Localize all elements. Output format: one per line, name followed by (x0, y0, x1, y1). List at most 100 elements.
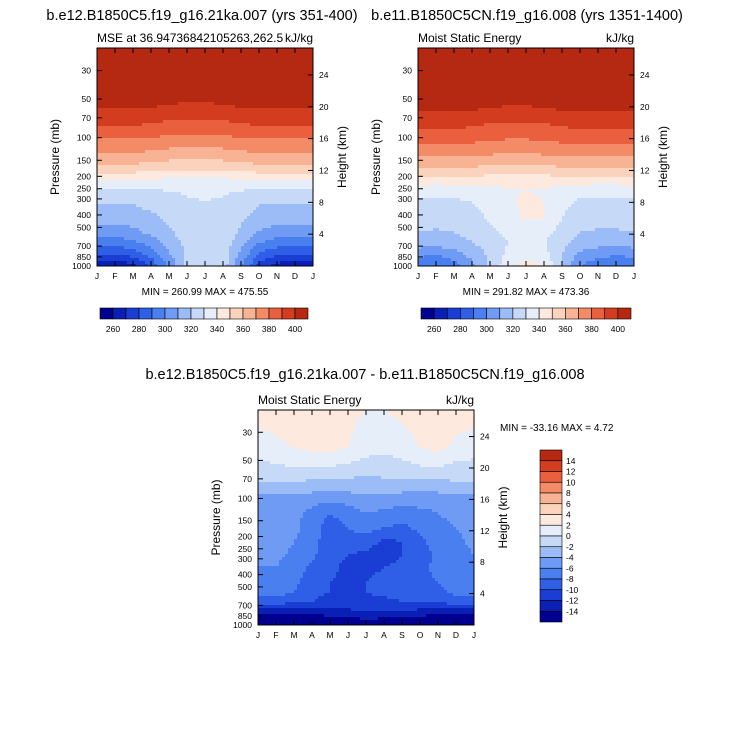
colorbar-label: 400 (611, 324, 625, 334)
contour-cell (402, 458, 472, 462)
contour-cell (244, 189, 313, 193)
contour-cell (241, 246, 254, 250)
contour-cell (339, 566, 385, 570)
colorbar-label: 10 (566, 477, 576, 487)
contour-cell (562, 258, 575, 262)
contour-cell (97, 150, 146, 154)
x-tick-label: J (185, 271, 189, 281)
contour-cell (565, 249, 584, 253)
x-tick-label: J (472, 630, 476, 640)
colorbar-swatch (138, 307, 153, 320)
contour-cell (418, 54, 634, 58)
contour-cell (136, 264, 149, 266)
contour-cell (418, 219, 488, 223)
x-tick-label: J (203, 271, 207, 281)
contour-cell (342, 521, 451, 525)
contour-cell (420, 446, 448, 450)
colorbar-label: 4 (566, 510, 571, 520)
contour-cell (418, 228, 434, 232)
contour-cell (258, 503, 319, 507)
contour-cell (631, 246, 634, 250)
contour-cell (160, 255, 173, 259)
colorbar-swatch (268, 307, 283, 320)
y-tick-label: 1000 (72, 261, 91, 271)
contour-cell (97, 129, 313, 133)
contour-cell (369, 578, 436, 582)
contour-cell (402, 545, 430, 549)
contour-cell (253, 258, 266, 262)
y-tick-label: 250 (398, 184, 412, 194)
contour-cell (462, 431, 474, 435)
contour-cell (366, 590, 448, 594)
contour-cell (369, 455, 394, 459)
contour-cell (571, 261, 587, 265)
contour-cell (258, 563, 280, 567)
x-tick-label: J (416, 271, 420, 281)
contour-cell (312, 491, 352, 495)
contour-cell (154, 261, 167, 265)
contour-cell (124, 237, 158, 241)
contour-cell (157, 105, 236, 109)
contour-cell (453, 593, 474, 597)
contour-cell (577, 198, 634, 202)
contour-cell (163, 177, 230, 181)
contour-cell (420, 533, 463, 537)
contour-cell (556, 165, 634, 169)
contour-cell (258, 446, 295, 450)
bottom-title: b.e12.B1850C5.f19_g16.21ka.007 - b.e11.B… (145, 367, 584, 383)
contour-cell (321, 533, 421, 537)
x-tick-label: J (364, 630, 368, 640)
contour-cell (342, 560, 397, 564)
contour-cell (226, 264, 236, 266)
contour-cell (256, 255, 275, 259)
contour-cell (429, 548, 472, 552)
contour-cell (229, 246, 242, 250)
contour-cell (354, 425, 406, 429)
contour-cell (250, 123, 313, 127)
colorbar-label: 360 (558, 324, 572, 334)
contour-cell (97, 114, 313, 118)
contour-cell (274, 237, 313, 241)
height-tick-label: 16 (319, 134, 329, 144)
contour-cell (309, 563, 340, 567)
contour-cell (324, 521, 343, 525)
contour-cell (580, 231, 634, 235)
contour-cell (390, 563, 430, 567)
contour-cell (553, 231, 581, 235)
contour-cell (258, 476, 355, 480)
contour-cell (235, 105, 313, 109)
colorbar-swatch (539, 481, 563, 494)
contour-cell (97, 135, 161, 139)
contour-cell (97, 120, 164, 124)
contour-cell (354, 530, 373, 534)
contour-cell (544, 216, 563, 220)
contour-cell (97, 201, 313, 205)
y-tick-label: 30 (403, 66, 413, 76)
contour-cell (258, 554, 286, 558)
contour-cell (97, 138, 313, 142)
colorbar-swatch (539, 524, 563, 537)
contour-cell (487, 264, 500, 266)
contour-cell (481, 210, 521, 214)
contour-cell (625, 255, 634, 259)
y-tick-label: 850 (238, 611, 252, 621)
contour-cell (166, 261, 176, 265)
contour-cell (598, 246, 632, 250)
contour-cell (550, 255, 563, 259)
contour-cell (396, 416, 474, 420)
contour-cell (258, 551, 289, 555)
contour-cell (258, 590, 295, 594)
contour-cell (97, 126, 313, 130)
contour-cell (442, 183, 593, 187)
contour-cell (139, 162, 254, 166)
contour-cell (184, 252, 230, 256)
contour-cell (97, 153, 313, 157)
colorbar-swatch (539, 449, 563, 462)
y-tick-label: 250 (77, 184, 91, 194)
y-tick-label: 500 (398, 222, 412, 232)
contour-cell (378, 542, 403, 546)
colorbar: 260 280 300 320 340 360 380 400 (420, 307, 632, 334)
x-tick-label: F (112, 271, 117, 281)
contour-cell (258, 464, 286, 468)
